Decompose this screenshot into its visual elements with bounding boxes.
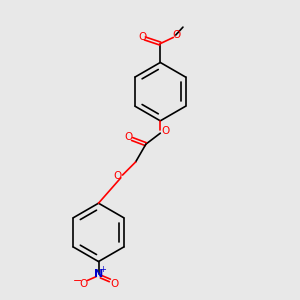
Text: +: +: [100, 265, 106, 274]
Text: O: O: [124, 132, 133, 142]
Text: O: O: [110, 278, 118, 289]
Text: −: −: [73, 276, 83, 286]
Text: O: O: [172, 30, 180, 40]
Text: O: O: [114, 171, 122, 182]
Text: O: O: [79, 278, 87, 289]
Text: N: N: [94, 269, 103, 279]
Text: O: O: [138, 32, 146, 42]
Text: O: O: [161, 126, 169, 136]
